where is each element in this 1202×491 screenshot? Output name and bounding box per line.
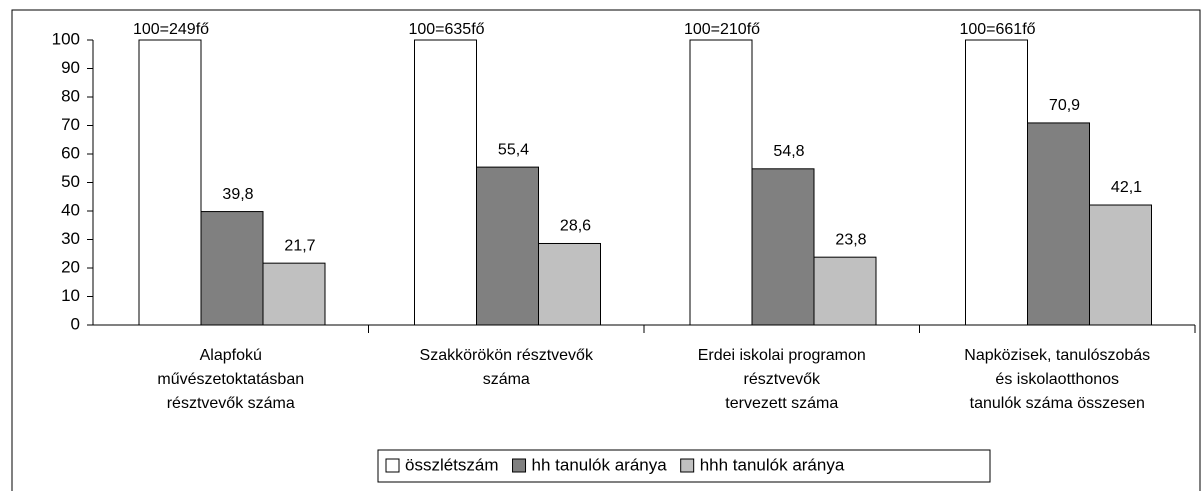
legend-swatch bbox=[680, 458, 695, 473]
legend-swatch bbox=[385, 458, 400, 473]
bar bbox=[538, 242, 601, 326]
bar bbox=[262, 262, 326, 326]
bar bbox=[200, 211, 264, 326]
y-tick-label: 0 bbox=[71, 314, 80, 333]
y-tick-label: 50 bbox=[61, 172, 80, 191]
bar bbox=[414, 39, 477, 326]
legend-swatch bbox=[512, 458, 527, 473]
data-label: 70,9 bbox=[1049, 97, 1080, 114]
data-label: 55,4 bbox=[498, 141, 529, 158]
y-tick-label: 70 bbox=[61, 115, 80, 134]
x-tick-label: Szakkörökön résztvevők száma bbox=[420, 347, 594, 388]
y-tick-label: 30 bbox=[61, 229, 80, 248]
bar bbox=[138, 39, 202, 326]
y-tick-label: 100 bbox=[52, 29, 80, 48]
bar bbox=[813, 256, 877, 326]
x-tick-label: Erdei iskolai programon résztvevők terveze… bbox=[698, 347, 866, 412]
x-tick-label: Alapfokú művészetoktatásban résztvevők szá… bbox=[157, 347, 304, 412]
data-label: 100=210fő bbox=[684, 21, 760, 38]
y-tick-label: 40 bbox=[61, 200, 80, 219]
data-label: 28,6 bbox=[560, 218, 591, 235]
y-tick-label: 10 bbox=[61, 286, 80, 305]
legend-label: hh tanulók aránya bbox=[532, 455, 668, 474]
y-tick-label: 60 bbox=[61, 143, 80, 162]
bar bbox=[751, 168, 815, 326]
bar bbox=[1089, 204, 1152, 326]
data-label: 21,7 bbox=[284, 237, 315, 254]
bar bbox=[476, 166, 539, 326]
y-tick-label: 20 bbox=[61, 257, 80, 276]
y-tick-label: 80 bbox=[61, 86, 80, 105]
data-label: 39,8 bbox=[222, 186, 253, 203]
data-label: 42,1 bbox=[1111, 179, 1142, 196]
y-tick-label: 90 bbox=[61, 58, 80, 77]
data-label: 100=661fő bbox=[959, 21, 1035, 38]
bar bbox=[1027, 122, 1090, 326]
bar bbox=[965, 39, 1028, 326]
x-tick-label: Napközisek, tanulószobás és iskolaotthono… bbox=[964, 347, 1150, 412]
data-label: 100=249fő bbox=[133, 21, 209, 38]
data-label: 54,8 bbox=[773, 143, 804, 160]
bar bbox=[689, 39, 753, 326]
legend-label: összlétszám bbox=[405, 455, 499, 474]
data-label: 100=635fő bbox=[408, 21, 484, 38]
data-label: 23,8 bbox=[835, 231, 866, 248]
legend-label: hhh tanulók aránya bbox=[700, 455, 845, 474]
